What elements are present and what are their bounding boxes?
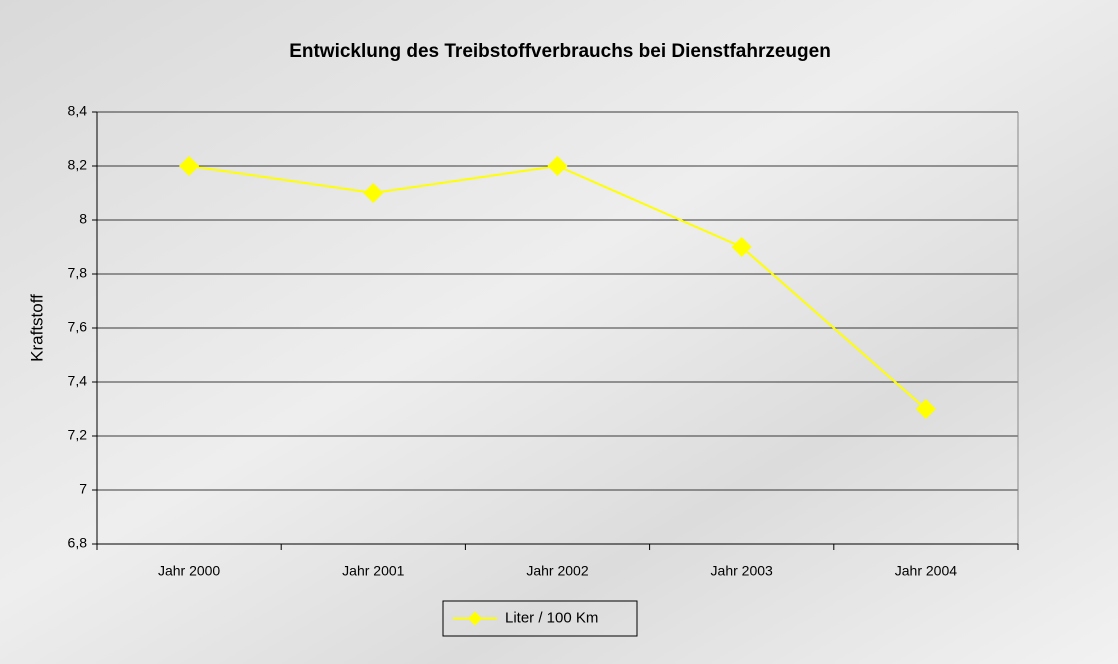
x-tick-label: Jahr 2004 [895, 563, 957, 579]
x-tick-label: Jahr 2002 [526, 563, 588, 579]
x-tick-label: Jahr 2001 [342, 563, 404, 579]
x-tick-label: Jahr 2000 [158, 563, 220, 579]
legend-label: Liter / 100 Km [505, 609, 598, 626]
chart: Entwicklung des Treibstoffverbrauchs bei… [0, 0, 1118, 664]
y-tick-label: 6,8 [68, 535, 88, 551]
y-tick-label: 7,2 [68, 427, 88, 443]
chart-title: Entwicklung des Treibstoffverbrauchs bei… [289, 41, 831, 62]
y-tick-label: 8,4 [68, 103, 88, 119]
y-tick-label: 8,2 [68, 157, 88, 173]
y-tick-label: 7,4 [68, 373, 88, 389]
x-tick-label: Jahr 2003 [711, 563, 773, 579]
y-tick-label: 7,6 [68, 319, 88, 335]
y-tick-label: 7,8 [68, 265, 88, 281]
y-tick-label: 8 [79, 211, 87, 227]
y-axis-label: Kraftstoff [27, 294, 46, 362]
y-tick-label: 7 [79, 481, 87, 497]
